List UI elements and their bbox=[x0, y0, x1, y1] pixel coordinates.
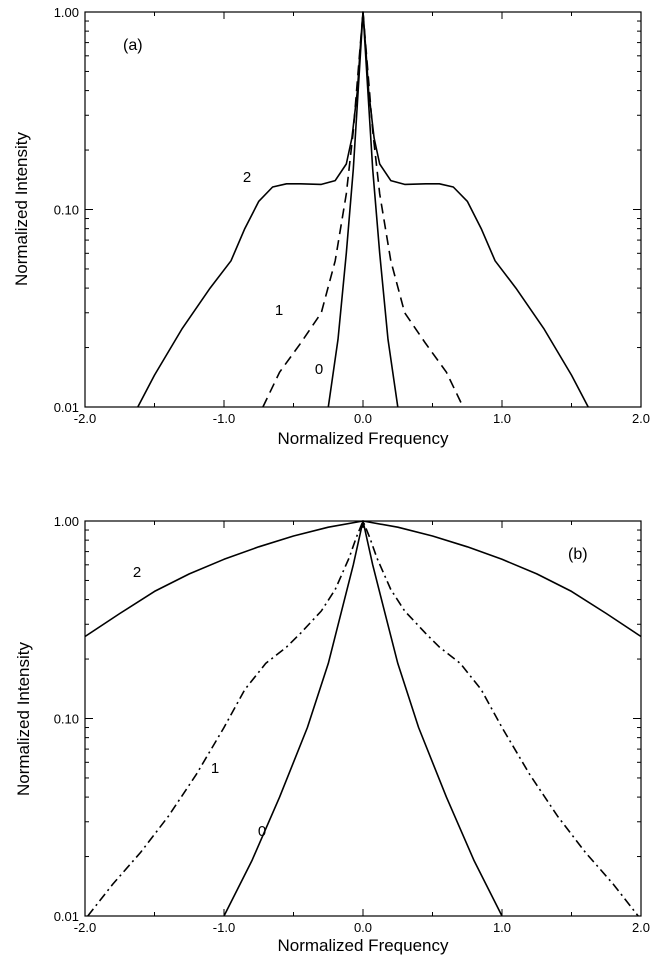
panel-a-y-tick-label: 0.10 bbox=[54, 203, 79, 218]
panel-b-series-0-label: 0 bbox=[258, 823, 266, 840]
panel-b-x-tick-label: -2.0 bbox=[74, 920, 96, 935]
panel-a-x-tick-label: 2.0 bbox=[632, 411, 650, 426]
panel-b-series-1-line bbox=[87, 520, 639, 917]
panel-a-label: (a) bbox=[123, 37, 143, 54]
panel-b: -2.0 -1.0 0.0 1.0 2.0 0.01 0.10 1.00 Normalized … bbox=[14, 514, 650, 955]
panel-a-series-1-label: 1 bbox=[275, 302, 283, 319]
panel-b-x-tick-label: 1.0 bbox=[493, 920, 511, 935]
panel-b-plot-frame bbox=[84, 520, 642, 917]
panel-a-y-axis-title: Normalized Intensity bbox=[12, 132, 31, 287]
panel-b-x-axis-title: Normalized Frequency bbox=[277, 936, 449, 955]
panel-b-label: (b) bbox=[568, 546, 588, 563]
panel-b-x-tick-label: 2.0 bbox=[632, 920, 650, 935]
panel-b-y-tick-label: 0.10 bbox=[54, 712, 79, 727]
panel-a-x-tick-label: 0.0 bbox=[354, 411, 372, 426]
panel-a-x-tick-label: 1.0 bbox=[493, 411, 511, 426]
panel-a-series-0-label: 0 bbox=[315, 361, 323, 378]
panel-a: -2.0 -1.0 0.0 1.0 2.0 0.01 0.10 1.00 Normalized … bbox=[12, 5, 650, 448]
panel-a-series-1-line bbox=[262, 11, 464, 408]
panel-b-series-2-line bbox=[84, 520, 642, 638]
panel-a-y-tick-label: 1.00 bbox=[54, 5, 79, 20]
panel-b-series-0-line bbox=[223, 520, 503, 917]
panel-b-x-tick-label: -1.0 bbox=[213, 920, 235, 935]
panel-a-plot-frame bbox=[84, 11, 642, 408]
panel-b-y-axis-title: Normalized Intensity bbox=[14, 642, 33, 797]
panel-b-x-tick-label: 0.0 bbox=[354, 920, 372, 935]
panel-b-y-tick-label: 1.00 bbox=[54, 514, 79, 529]
panel-b-series-1-label: 1 bbox=[211, 760, 219, 777]
panel-a-y-tick-label: 0.01 bbox=[54, 400, 79, 415]
panel-a-x-axis-title: Normalized Frequency bbox=[277, 429, 449, 448]
panel-a-series-2-line bbox=[137, 11, 589, 408]
panel-a-series-2-label: 2 bbox=[243, 169, 251, 186]
panel-b-series-2-label: 2 bbox=[133, 564, 141, 581]
panel-a-x-tick-label: -1.0 bbox=[213, 411, 235, 426]
panel-a-x-tick-label: -2.0 bbox=[74, 411, 96, 426]
panel-b-y-tick-label: 0.01 bbox=[54, 909, 79, 924]
panel-a-series-0-line bbox=[327, 11, 399, 408]
